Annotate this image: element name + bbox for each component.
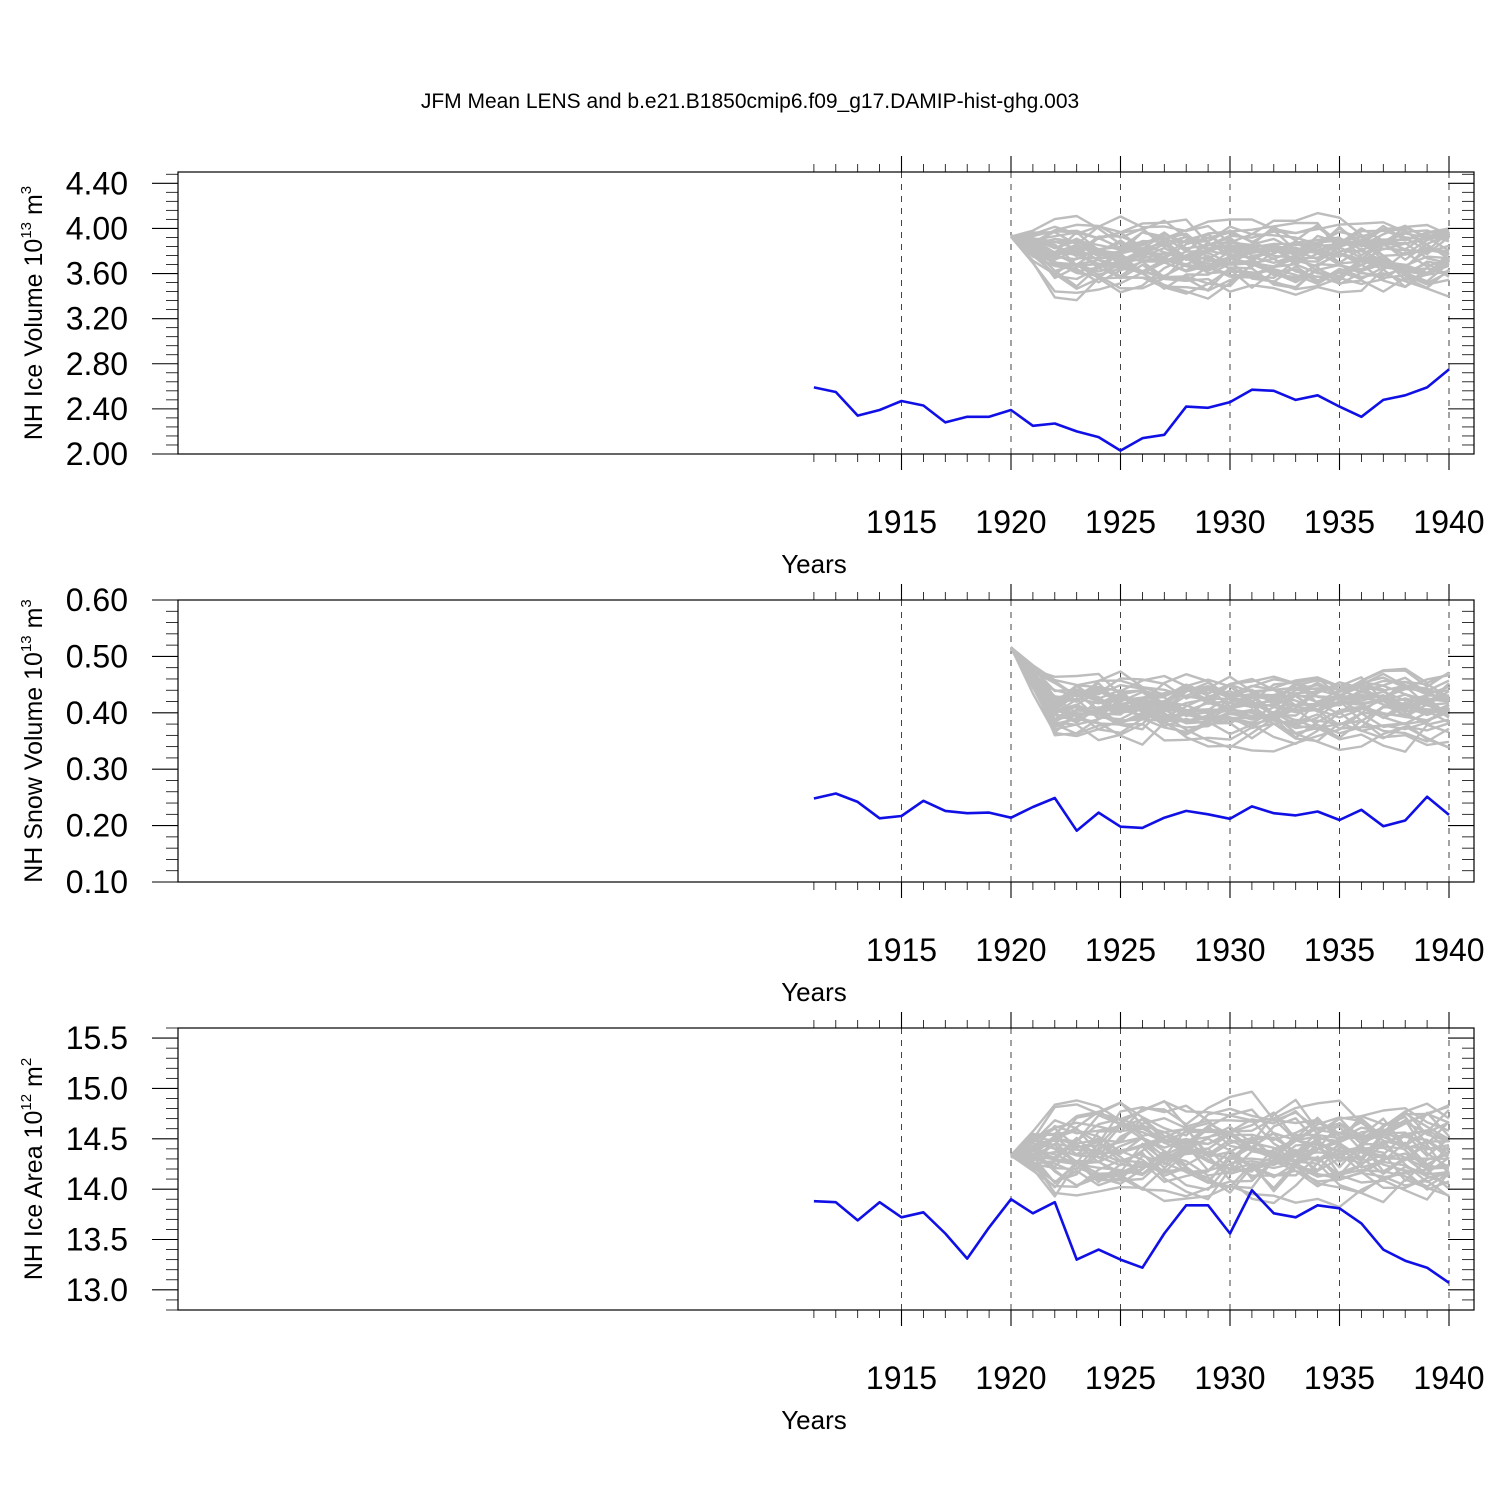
ensemble-member-line [1010,214,1450,255]
x-axis-label: Years [781,549,847,579]
x-tick-label: 1920 [975,504,1046,540]
y-tick-label: 14.5 [66,1121,128,1157]
plot-frame [177,1027,1475,1311]
figure-title: JFM Mean LENS and b.e21.B1850cmip6.f09_g… [421,90,1079,113]
y-tick-label: 0.20 [66,808,128,844]
ensemble-lines [1009,646,1450,753]
x-tick-label: 1915 [866,1360,937,1396]
y-tick-label: 0.40 [66,695,128,731]
y-tick-label: 0.10 [66,864,128,900]
x-tick-label: 1925 [1085,504,1156,540]
panel-ice-area: 1915 1920 1925 1930 1935 1940 13.0 13.5 14.0 14.5… [18,1012,1485,1435]
ensemble-member-line [1010,1116,1450,1157]
ensemble-member-line [1009,646,1450,747]
x-axis-label: Years [781,1405,847,1435]
y-tick-label: 2.40 [66,391,128,427]
ensemble-member-line [1010,1150,1450,1204]
ensemble-member-line [1010,1132,1450,1188]
ensemble-member-line [1010,228,1450,258]
y-tick-label: 0.60 [66,582,128,618]
ensemble-member-line [1009,648,1450,753]
ensemble-member-line [1010,1132,1450,1178]
y-tick-label: 15.0 [66,1070,128,1106]
ensemble-member-line [1010,1143,1450,1189]
x-tick-label: 1940 [1413,932,1484,968]
ensemble-member-line [1010,231,1450,263]
ensemble-member-line [1010,234,1450,265]
x-tick-label: 1935 [1304,504,1375,540]
ensemble-member-line [1010,1128,1450,1185]
y-tick-label: 2.00 [66,436,128,472]
y-tick-label: 4.00 [66,210,128,246]
y-tick-label: 4.40 [66,165,128,201]
x-tick-label: 1930 [1194,504,1265,540]
y-axis-label: NH Ice Volume 1013 m3 [18,186,48,440]
plot-frame [177,171,1475,455]
ensemble-lines [1010,211,1450,302]
ensemble-member-line [1010,646,1450,723]
y-tick-label: 13.5 [66,1222,128,1258]
x-tick-label: 1915 [866,932,937,968]
x-tick-label: 1925 [1085,1360,1156,1396]
x-tick-label: 1935 [1304,932,1375,968]
ensemble-member-line [1010,646,1450,716]
ensemble-member-line [1010,225,1450,256]
ensemble-member-line [1010,1101,1450,1157]
plot-frame [177,599,1475,883]
x-tick-label: 1935 [1304,1360,1375,1396]
ensemble-member-line [1010,1154,1450,1201]
y-tick-label: 15.5 [66,1020,128,1056]
y-tick-label: 3.60 [66,256,128,292]
y-axis-label: NH Ice Area 1012 m2 [18,1058,48,1280]
x-tick-label: 1940 [1413,1360,1484,1396]
ensemble-member-line [1010,235,1450,278]
y-tick-label: 2.80 [66,346,128,382]
y-tick-label: 0.30 [66,751,128,787]
experiment-line [813,1188,1450,1284]
panel-ice-volume: 1915 1920 1925 1930 1935 1940 2.00 2.40 2.80 3.20… [18,156,1485,579]
ensemble-member-line [1010,1138,1450,1191]
ensemble-member-line [1010,647,1450,715]
x-tick-label: 1925 [1085,932,1156,968]
ensemble-member-line [1010,235,1450,291]
ensemble-member-line [1010,231,1450,266]
x-tick-label: 1920 [975,1360,1046,1396]
x-tick-label: 1915 [866,504,937,540]
y-tick-label: 13.0 [66,1272,128,1308]
ensemble-member-line [1009,646,1450,752]
ensemble-lines [1010,1090,1450,1209]
panel-snow-volume: 1915 1920 1925 1930 1935 1940 0.10 0.20 0.30 0.40… [18,582,1485,1007]
x-tick-label: 1930 [1194,1360,1265,1396]
experiment-line [813,368,1450,452]
x-tick-label: 1930 [1194,932,1265,968]
y-tick-label: 14.0 [66,1171,128,1207]
y-tick-label: 3.20 [66,301,128,337]
x-tick-label: 1920 [975,932,1046,968]
ensemble-member-line [1010,236,1450,291]
y-axis-label: NH Snow Volume 1013 m3 [18,599,48,883]
experiment-line [813,792,1450,833]
x-axis-label: Years [781,977,847,1007]
ensemble-member-line [1010,235,1450,300]
y-tick-label: 0.50 [66,638,128,674]
x-tick-label: 1940 [1413,504,1484,540]
